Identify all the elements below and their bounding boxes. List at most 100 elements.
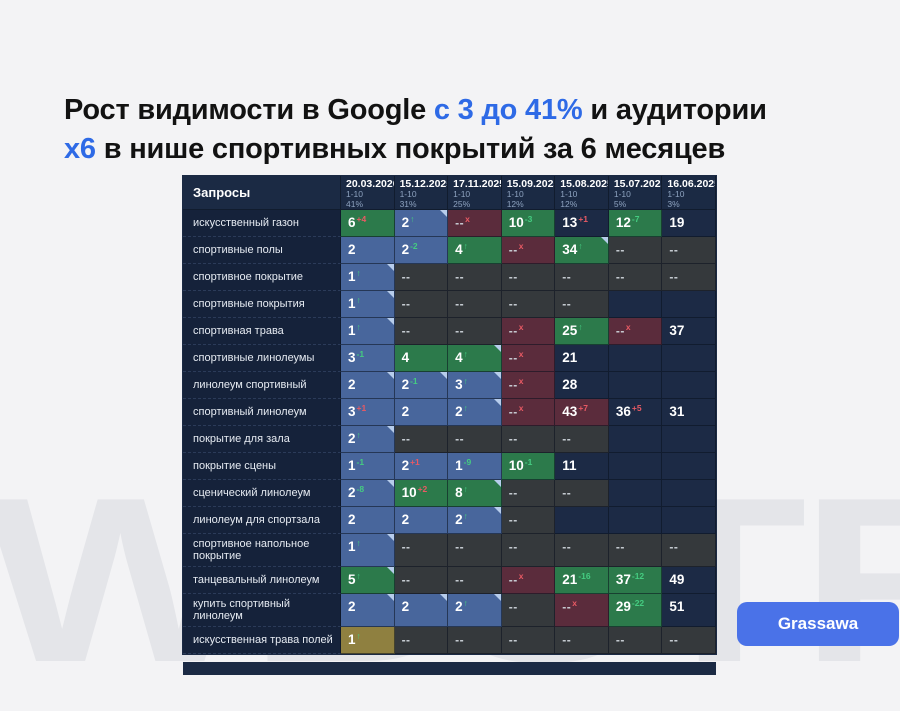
position-cell: 21 [555,345,609,372]
position-value: -- [401,540,411,554]
position-value: -- [615,324,625,338]
column-visibility-percent: 12% [560,198,578,209]
position-value: 2 [401,215,410,230]
position-value: 1 [348,296,356,311]
position-cell: 10-3 [501,210,556,237]
position-cell: 19 [662,210,716,237]
position-value: -- [615,243,625,257]
position-value: -- [669,633,679,647]
position-value: 21 [562,572,578,587]
entered-top-icon: ↑ [356,631,361,641]
position-value: 4 [455,242,463,257]
position-value: 2 [348,431,356,446]
table-row: покрытие для зала 2↑ -- -- -- -- [183,426,716,453]
position-value: -- [455,270,465,284]
position-cell: 2 [394,594,449,627]
position-value: -- [455,432,465,446]
query-label: спортивное покрытие [183,264,341,291]
position-value: -- [615,270,625,284]
position-change: -7 [631,214,640,224]
position-cell [555,507,609,534]
column-visibility-percent: 31% [399,198,417,209]
position-value: -- [508,432,518,446]
position-cell: 37-12 [608,567,663,594]
position-cell [608,480,663,507]
position-value: -- [508,270,518,284]
position-cell: -- [662,627,716,654]
dropped-out-icon: x [518,322,524,332]
position-cell: -- [555,264,609,291]
position-cell: 10+2 [394,480,449,507]
query-label: линолеум спортивный [183,372,341,399]
note-corner-marker [386,480,394,487]
position-value: 2 [401,377,410,392]
position-cell: 10-1 [501,453,556,480]
position-value: -- [455,540,465,554]
position-value: 10 [508,458,524,473]
position-value: 1 [348,323,356,338]
table-row: покрытие сцены 1-1 2+1 1-9 10-1 11 [183,453,716,480]
position-cell: -- [608,264,663,291]
position-cell [662,372,716,399]
date-column-header: 16.06.2025 1-10 3% [662,176,716,210]
position-cell [662,426,716,453]
position-cell: --x [501,318,556,345]
position-value: -- [669,243,679,257]
position-value: -- [401,432,411,446]
position-value: 2 [348,485,356,500]
position-cell: -- [394,264,449,291]
column-range: 1-10 [560,189,578,199]
position-value: -- [669,270,679,284]
position-value: 21 [562,350,578,365]
dropped-out-icon: x [465,214,470,224]
position-value: 5 [348,572,356,587]
position-cell: -- [448,567,502,594]
dropped-out-icon: x [518,403,524,413]
position-value: -- [508,243,518,257]
position-cell: 1↑ [341,264,395,291]
note-corner-marker [386,426,394,433]
column-date: 16.06.2025 [667,178,716,190]
page-title: Рост видимости в Google с 3 до 41% и ауд… [64,91,864,169]
position-cell [608,372,663,399]
column-visibility-percent: 12% [506,198,524,209]
position-value: -- [508,351,518,365]
position-cell: -- [394,318,449,345]
position-cell: -- [448,291,502,318]
position-value: 2 [348,377,356,392]
query-label: покрытие сцены [183,453,341,480]
position-value: 8 [455,485,463,500]
position-cell: -- [501,264,556,291]
position-change: +4 [356,214,367,224]
table-row: линолеум спортивный 2 2-1 3↑ --x 28 [183,372,716,399]
position-value: 2 [401,242,410,257]
position-cell: -- [555,534,609,567]
column-date: 15.08.2025 [560,178,609,190]
position-change: -22 [631,598,645,608]
position-value: 13 [562,215,578,230]
position-value: 31 [669,404,685,419]
position-value: 3 [348,404,356,419]
entered-top-icon: ↑ [356,322,361,332]
rank-tracking-table: Запросы 20.03.2026 1-10 41% 15.12.2025 1-10 3… [183,176,716,654]
position-cell: -- [501,507,556,534]
title-text: и аудитории [582,94,767,127]
query-label: спортивные линолеумы [183,345,341,372]
title-text: в нише спортивных покрытий за 6 месяцев [95,133,726,166]
position-cell: 29-22 [608,594,663,627]
position-value: -- [401,633,411,647]
position-cell: --x [501,372,556,399]
brand-button[interactable]: Grassawa [737,602,899,646]
position-cell: 31 [662,399,716,426]
position-value: -- [401,270,411,284]
table-row: купить спортивный линолеум 2 2 2↑ -- --x 29-22… [183,594,716,627]
entered-top-icon: ↑ [463,403,468,413]
query-label: сценический линолеум [183,480,341,507]
date-column-header: 20.03.2026 1-10 41% [341,176,395,210]
position-value: 37 [669,323,685,338]
position-cell [662,345,716,372]
position-cell: 4↑ [448,237,502,264]
table-body: искусственный газон 6+4 2↑ --x 10-3 13+1 12-7 1… [183,210,716,654]
position-value: 29 [615,599,631,614]
position-change: -2 [410,241,418,251]
